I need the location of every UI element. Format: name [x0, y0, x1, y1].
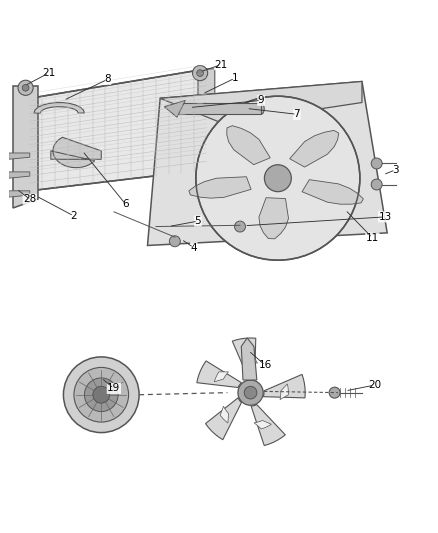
Text: 6: 6 [122, 199, 129, 209]
Polygon shape [9, 191, 30, 197]
Polygon shape [254, 421, 271, 429]
Text: 8: 8 [104, 75, 111, 84]
Polygon shape [214, 372, 229, 382]
Text: 28: 28 [23, 194, 36, 204]
Text: 7: 7 [293, 109, 300, 119]
Circle shape [238, 380, 263, 405]
Text: 21: 21 [42, 68, 55, 78]
Polygon shape [198, 69, 215, 170]
Ellipse shape [174, 103, 180, 114]
Polygon shape [51, 138, 101, 168]
Polygon shape [148, 82, 387, 246]
Polygon shape [9, 172, 30, 178]
Polygon shape [259, 198, 289, 239]
Ellipse shape [258, 103, 264, 114]
Polygon shape [13, 86, 38, 208]
Circle shape [235, 221, 245, 232]
Circle shape [265, 165, 291, 192]
Polygon shape [197, 361, 241, 387]
Text: 19: 19 [107, 383, 120, 393]
Text: 16: 16 [258, 360, 272, 370]
Circle shape [18, 80, 33, 95]
Circle shape [197, 70, 203, 76]
Text: 9: 9 [258, 95, 265, 106]
Polygon shape [251, 405, 285, 446]
Polygon shape [302, 180, 364, 204]
Polygon shape [227, 126, 270, 165]
Polygon shape [189, 177, 251, 198]
Polygon shape [280, 384, 288, 400]
Circle shape [85, 378, 118, 411]
Polygon shape [177, 103, 261, 114]
Circle shape [244, 386, 257, 399]
Circle shape [22, 84, 29, 91]
Polygon shape [220, 406, 229, 423]
Circle shape [193, 66, 208, 80]
Circle shape [170, 236, 180, 247]
Polygon shape [30, 69, 206, 191]
Polygon shape [34, 103, 85, 113]
Text: 1: 1 [232, 73, 238, 83]
Circle shape [371, 179, 382, 190]
Circle shape [329, 387, 340, 398]
Polygon shape [232, 338, 256, 380]
Circle shape [74, 367, 129, 422]
Polygon shape [242, 355, 258, 363]
Circle shape [371, 158, 382, 169]
Text: 21: 21 [215, 60, 228, 70]
Circle shape [196, 96, 360, 260]
Polygon shape [205, 398, 241, 440]
Text: 5: 5 [194, 216, 201, 226]
Text: 4: 4 [191, 243, 197, 253]
Polygon shape [263, 374, 305, 398]
Text: 3: 3 [392, 165, 399, 175]
Circle shape [64, 357, 139, 433]
Circle shape [93, 386, 110, 403]
Polygon shape [290, 131, 339, 167]
Polygon shape [164, 100, 185, 117]
Text: 20: 20 [368, 380, 381, 390]
Polygon shape [241, 338, 257, 380]
Text: 11: 11 [366, 233, 379, 243]
Text: 2: 2 [71, 211, 77, 221]
Polygon shape [9, 153, 30, 159]
Polygon shape [160, 82, 362, 124]
Text: 13: 13 [378, 212, 392, 222]
